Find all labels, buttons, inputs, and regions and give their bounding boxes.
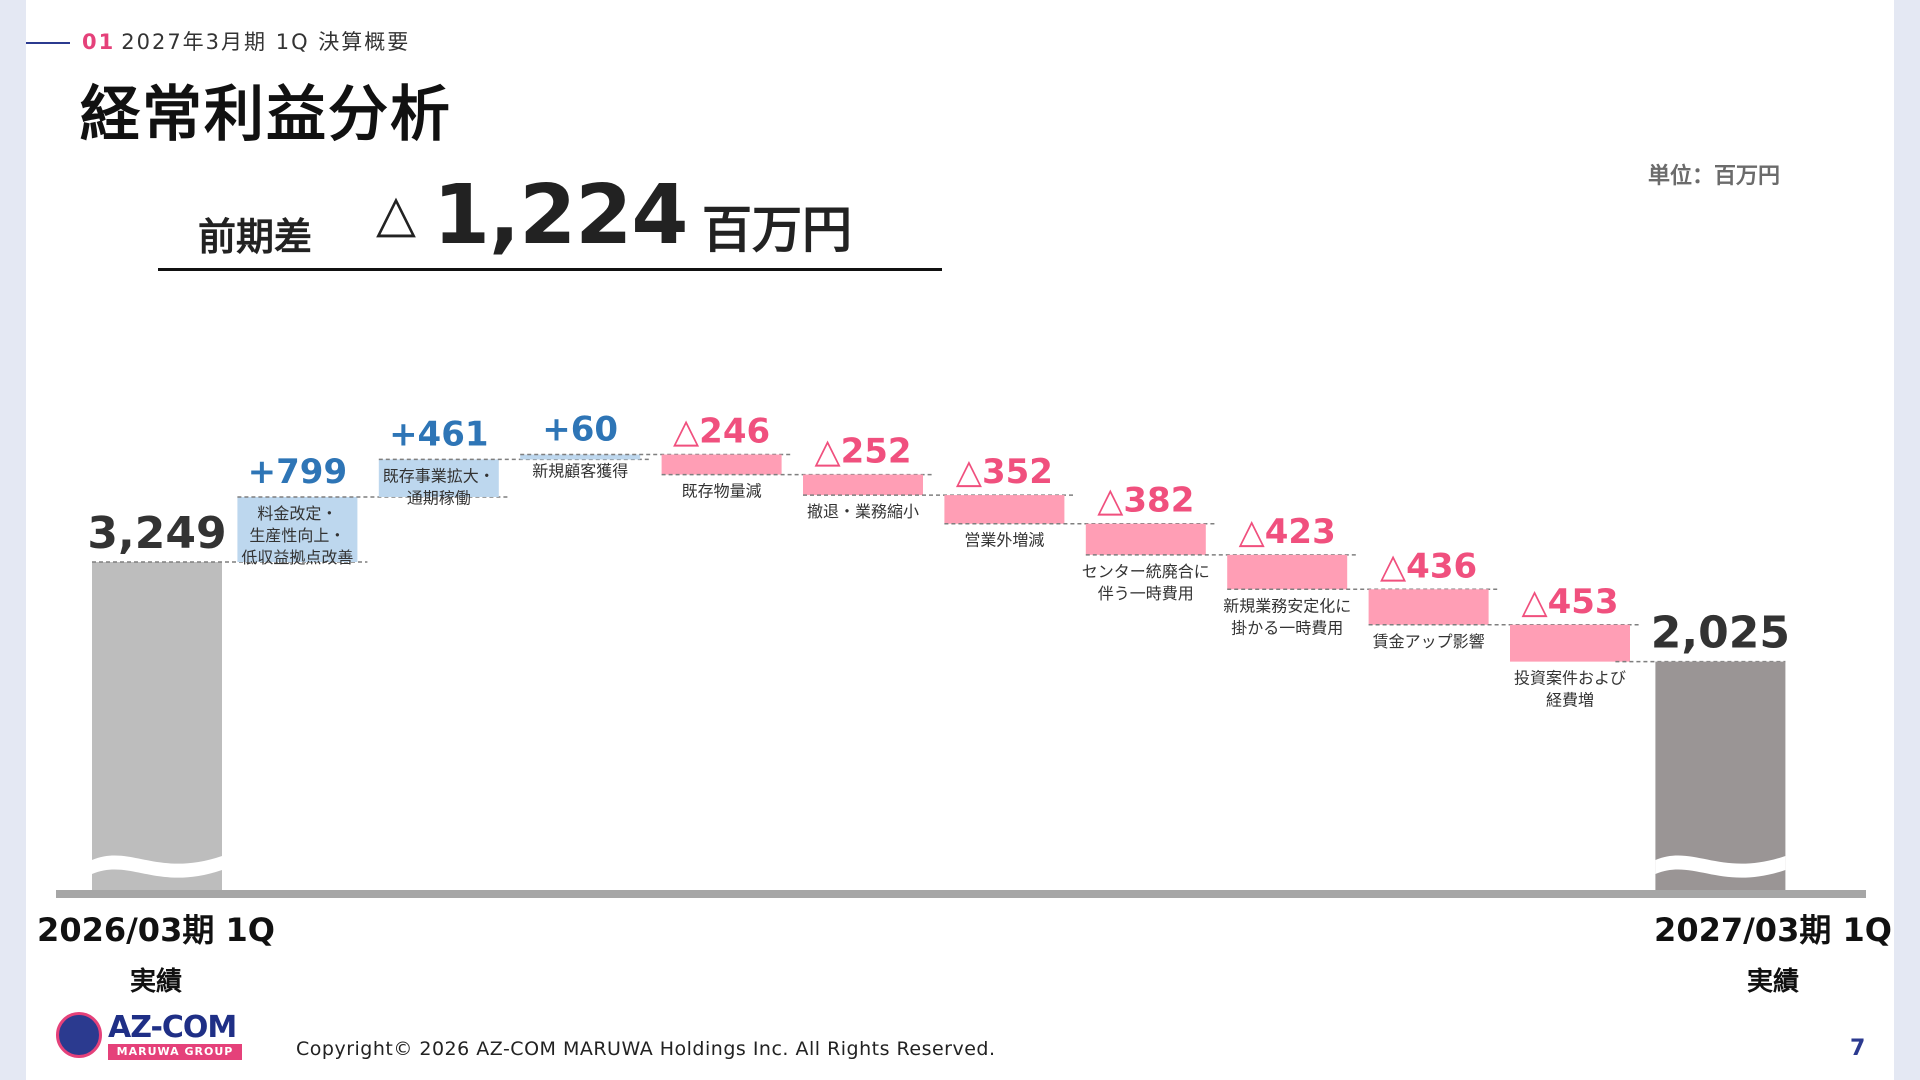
logo-group: MARUWA GROUP [108, 1044, 242, 1060]
difference-unit: 百万円 [702, 201, 852, 259]
start-value-label: 3,249 [87, 508, 226, 559]
increase-bar [378, 459, 499, 497]
decrease-bar [1368, 589, 1489, 625]
decrease-value-label: △382 [1097, 481, 1194, 521]
logo-name: AZ-COM [108, 1010, 237, 1045]
decrease-value-label: △453 [1521, 582, 1618, 622]
decrease-triangle-icon: △ [376, 184, 416, 244]
section-title: 2027年3月期 1Q 決算概要 [121, 30, 411, 54]
decrease-bar [1227, 554, 1348, 590]
page-title: 経常利益分析 [80, 80, 452, 150]
year-over-year-difference: 前期差 △ 1,224 百万円 [198, 168, 898, 263]
difference-underline [158, 268, 942, 271]
start-period-name: 2026/03期 1Q [37, 911, 275, 949]
section-number: 01 [82, 30, 116, 54]
decrease-bar [803, 474, 923, 496]
start-bar [92, 562, 222, 890]
step-caption: 投資案件および [1514, 669, 1626, 688]
increase-bar [520, 454, 641, 460]
increase-value-label: +799 [248, 452, 347, 492]
decrease-bar [1510, 624, 1630, 662]
end-value-label: 2,025 [1651, 608, 1790, 659]
step-caption: 新規顧客獲得 [532, 462, 628, 481]
increase-bar [237, 496, 358, 562]
step-caption: 既存事業拡大・ [383, 466, 495, 485]
end-period-type: 実績 [1746, 967, 1799, 997]
step-caption: 撤退・業務縮小 [807, 502, 919, 521]
section-heading: 01 2027年3月期 1Q 決算概要 [82, 26, 410, 56]
step-caption: 賃金アップ影響 [1373, 632, 1485, 651]
company-logo: AZ-COM MARUWA GROUP [56, 1010, 276, 1060]
slide: 01 2027年3月期 1Q 決算概要 経常利益分析 単位：百万円 前期差 △ 1,… [26, 0, 1894, 1080]
end-period-name: 2027/03期 1Q [1654, 911, 1892, 949]
increase-value-label: +60 [542, 410, 618, 450]
axis-break-start [92, 855, 222, 878]
end-bar [1655, 661, 1786, 890]
step-caption: 経費増 [1546, 691, 1594, 710]
step-caption: 通期稼働 [407, 488, 471, 507]
decrease-value-label: △252 [814, 432, 911, 472]
decrease-bar [1085, 523, 1206, 555]
step-caption: 料金改定・ [257, 504, 337, 523]
step-caption: 伴う一時費用 [1098, 584, 1194, 603]
start-period-type: 実績 [129, 967, 182, 997]
copyright-notice: Copyright© 2026 AZ-COM MARUWA Holdings I… [296, 1038, 996, 1060]
decrease-value-label: △423 [1239, 512, 1336, 552]
step-caption: 掛かる一時費用 [1231, 618, 1343, 637]
x-axis-line [56, 890, 1866, 898]
difference-value: △ 1,224 [376, 168, 688, 263]
start-period-label: 2026/03期 1Q 実績 [26, 905, 286, 998]
axis-break-end [1655, 855, 1786, 878]
difference-label: 前期差 [198, 215, 313, 259]
end-period-label: 2027/03期 1Q 実績 [1643, 905, 1903, 998]
unit-label: 単位：百万円 [1648, 164, 1781, 189]
decrease-bar [661, 454, 782, 475]
step-caption: 既存物量減 [682, 482, 762, 501]
mascot-icon [56, 1012, 102, 1058]
step-caption: 低収益拠点改善 [241, 548, 353, 567]
decrease-value-label: △246 [673, 412, 770, 452]
increase-value-label: +461 [389, 414, 488, 454]
step-caption: 新規業務安定化に [1223, 596, 1351, 615]
decrease-value-label: △436 [1380, 546, 1477, 586]
decrease-value-label: △352 [956, 452, 1053, 492]
decrease-bar [944, 495, 1065, 524]
page-number: 7 [1850, 1036, 1866, 1061]
step-caption: 生産性向上・ [249, 526, 345, 545]
step-caption: 営業外増減 [964, 531, 1044, 550]
step-caption: センター統廃合に [1082, 562, 1210, 581]
header-accent-line [26, 42, 70, 44]
waterfall-chart: 3,249 +799 料金改定・生産性向上・低収益拠点改善 +461 既存事業拡大・通期… [56, 410, 1866, 898]
difference-number: 1,224 [433, 168, 688, 263]
